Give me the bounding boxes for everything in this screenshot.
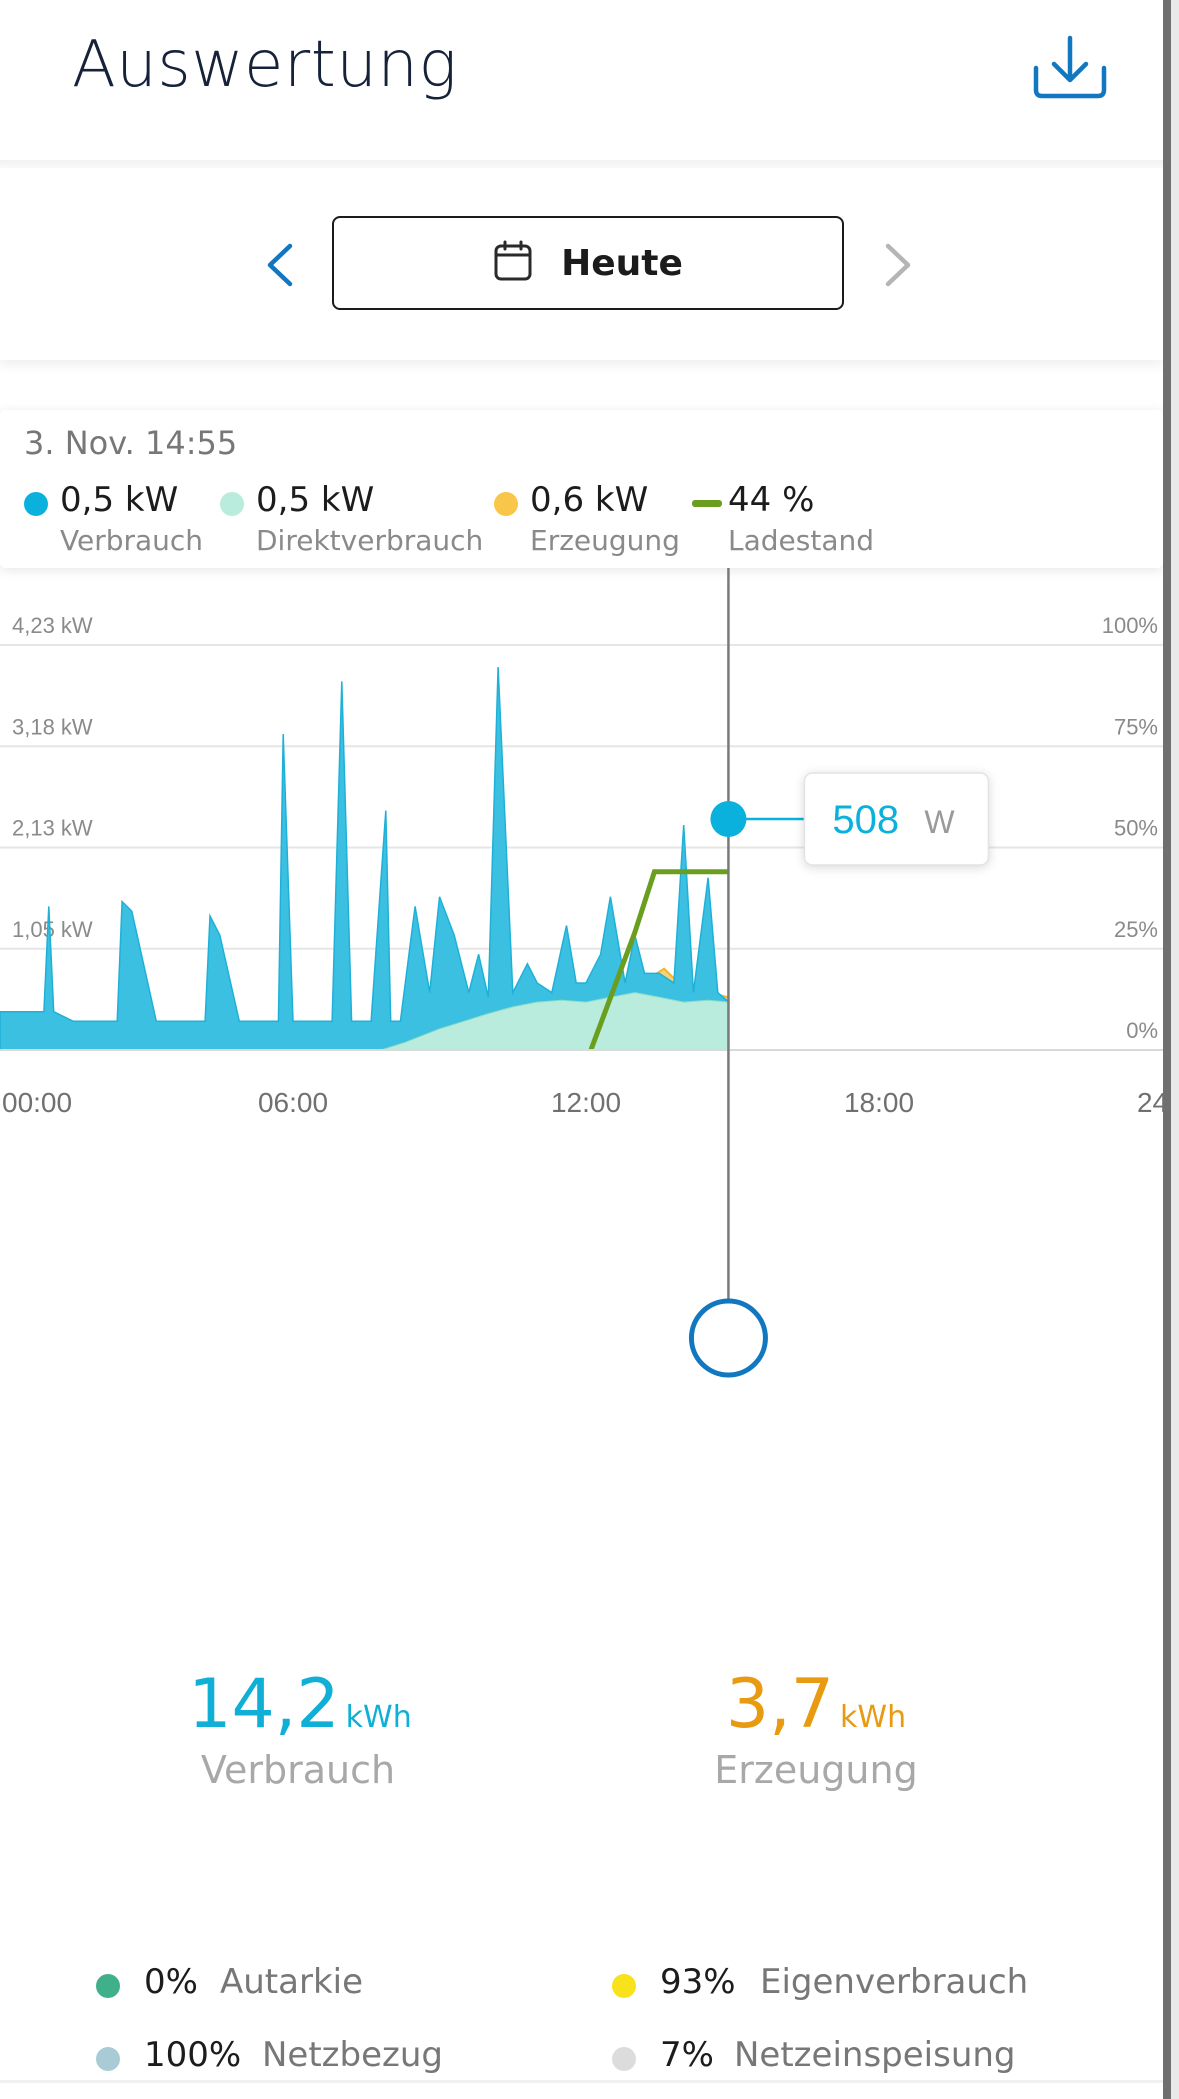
y-tick-right: 100% bbox=[1102, 613, 1158, 638]
legend-timestamp: 3. Nov. 14:55 bbox=[24, 424, 238, 462]
consumption-value: 14,2 kWh bbox=[188, 1665, 412, 1744]
stat-value: 100% bbox=[144, 2035, 242, 2075]
legend-value: 0,6 kW bbox=[530, 480, 649, 520]
stat-label: Netzbezug bbox=[262, 2035, 444, 2075]
dot-icon bbox=[612, 2047, 636, 2071]
line-swatch-icon bbox=[692, 500, 722, 507]
download-icon[interactable] bbox=[1030, 32, 1110, 104]
x-tick: 24:00 bbox=[1137, 1087, 1163, 1118]
legend-value: 0,5 kW bbox=[60, 480, 179, 520]
generation-label: Erzeugung bbox=[714, 1748, 918, 1792]
stat-label: Netzeinspeisung bbox=[734, 2035, 1016, 2075]
scrollbar-track bbox=[1171, 0, 1179, 2099]
area-verbrauch bbox=[0, 666, 730, 1051]
chart-legend: 3. Nov. 14:55 0,5 kW Verbrauch 0,5 kW Di… bbox=[0, 410, 1163, 568]
dot-icon bbox=[96, 2047, 120, 2071]
legend-value: 0,5 kW bbox=[256, 480, 375, 520]
dot-icon bbox=[612, 1974, 636, 1998]
line-ladestand bbox=[588, 869, 729, 1051]
scrollbar[interactable] bbox=[1163, 0, 1171, 2099]
x-tick: 12:00 bbox=[551, 1087, 621, 1118]
date-picker-button[interactable]: Heute bbox=[332, 216, 844, 310]
y-tick-right: 50% bbox=[1114, 816, 1158, 841]
tooltip-value: 508 bbox=[832, 798, 899, 842]
y-tick-right: 75% bbox=[1114, 714, 1158, 739]
bottom-divider bbox=[0, 2080, 1163, 2083]
stat-label: Autarkie bbox=[220, 1962, 364, 2002]
legend-label: Ladestand bbox=[728, 524, 875, 557]
legend-value: 44 % bbox=[728, 480, 815, 520]
x-tick: 00:00 bbox=[2, 1087, 72, 1118]
legend-label: Verbrauch bbox=[60, 524, 204, 557]
dot-icon bbox=[24, 492, 48, 516]
date-label: Heute bbox=[561, 242, 683, 284]
y-tick-right: 0% bbox=[1126, 1018, 1158, 1043]
dot-icon bbox=[494, 492, 518, 516]
page-title: Auswertung bbox=[72, 28, 458, 102]
stat-value: 7% bbox=[660, 2035, 714, 2075]
legend-label: Erzeugung bbox=[530, 524, 680, 557]
y-tick-left: 4,23 kW bbox=[12, 613, 93, 638]
tooltip-box bbox=[803, 772, 990, 866]
dot-icon bbox=[220, 492, 244, 516]
chevron-right-icon[interactable] bbox=[880, 240, 916, 290]
y-tick-left: 2,13 kW bbox=[12, 816, 93, 841]
generation-value: 3,7 kWh bbox=[725, 1665, 907, 1744]
x-tick: 18:00 bbox=[844, 1087, 914, 1118]
area-direktverbrauch bbox=[0, 992, 730, 1051]
date-navigation: Heute bbox=[0, 168, 1163, 360]
stat-value: 93% bbox=[660, 1962, 736, 2002]
y-tick-left: 1,05 kW bbox=[12, 917, 93, 942]
app-header: Auswertung bbox=[0, 0, 1163, 160]
y-tick-right: 25% bbox=[1114, 917, 1158, 942]
stat-label: Eigenverbrauch bbox=[760, 1962, 1029, 2002]
tooltip-unit: W bbox=[924, 804, 955, 840]
header-divider bbox=[0, 160, 1163, 168]
stat-value: 0% bbox=[144, 1962, 198, 2002]
legend-label: Direktverbrauch bbox=[256, 524, 484, 557]
consumption-label: Verbrauch bbox=[200, 1748, 396, 1792]
y-tick-left: 3,18 kW bbox=[12, 714, 93, 739]
cursor-handle[interactable] bbox=[688, 1298, 768, 1378]
x-tick: 06:00 bbox=[258, 1087, 328, 1118]
cursor-point bbox=[710, 801, 747, 837]
chevron-left-icon[interactable] bbox=[262, 240, 298, 290]
dot-icon bbox=[96, 1974, 120, 1998]
calendar-icon bbox=[493, 239, 533, 287]
